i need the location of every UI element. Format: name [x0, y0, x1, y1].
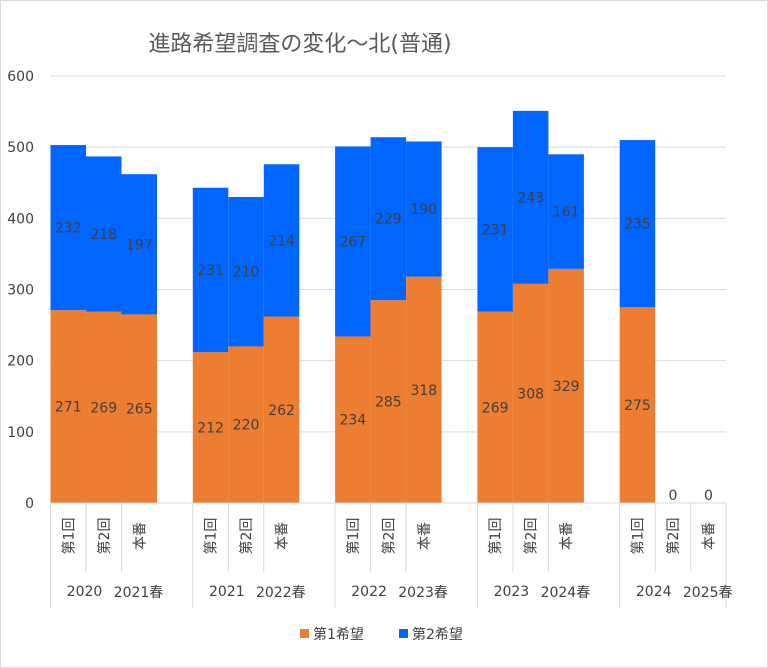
y-axis-ticks: 0 100 200 300 400 500 600 — [7, 69, 34, 512]
data-label-second: 210 — [233, 265, 260, 281]
x-category-label: 第1回 — [203, 518, 220, 555]
x-group-spring-label: 2025春 — [683, 585, 733, 601]
bar-first-choice — [619, 307, 656, 503]
data-label-first: 0 — [668, 488, 677, 504]
y-tick-label: 0 — [25, 496, 34, 512]
data-label-second: 267 — [339, 234, 366, 250]
bar-first-choice — [263, 316, 300, 503]
data-label-first: 285 — [375, 395, 402, 411]
data-label-first: 234 — [339, 413, 366, 429]
data-label-second: 197 — [126, 237, 153, 253]
x-category-label: 本番 — [701, 522, 717, 550]
bar-second-choice — [192, 187, 229, 353]
bar-second-choice — [548, 154, 584, 269]
x-axis: 第1回 第2回 本番 第1回 第2回 本番 第1回 第2回 本番 第1回 第2回 本番 第1回 第2回 本番… — [50, 502, 733, 608]
x-group-year-label: 2024 — [636, 584, 672, 600]
bar-second-choice — [335, 146, 371, 337]
x-category-label: 第1回 — [345, 518, 362, 555]
data-label-first: 271 — [55, 400, 82, 416]
x-group-spring-label: 2022春 — [256, 585, 306, 601]
legend-label: 第1希望 — [313, 626, 364, 643]
x-group-spring-label: 2023春 — [398, 585, 448, 601]
data-label-second: 214 — [268, 233, 295, 249]
x-category-label: 第1回 — [487, 518, 504, 555]
x-category-label: 本番 — [132, 522, 148, 550]
data-label-second: 231 — [482, 222, 509, 238]
bar-second-choice — [263, 164, 300, 317]
data-label-first: 318 — [410, 383, 437, 399]
bar-second-choice — [121, 174, 157, 315]
y-tick-label: 500 — [7, 140, 34, 156]
x-category-label: 第2回 — [380, 518, 397, 555]
bar-second-choice — [512, 110, 549, 284]
bar-second-choice — [86, 156, 122, 312]
x-category-label: 本番 — [559, 522, 575, 550]
bar-second-choice — [50, 145, 86, 311]
x-group-spring-label: 2021春 — [114, 585, 164, 601]
legend-label: 第2希望 — [412, 626, 463, 643]
bar-first-choice — [121, 314, 157, 503]
data-label-first: 265 — [126, 402, 153, 418]
x-category-label: 第2回 — [238, 518, 255, 555]
data-label-first: 275 — [624, 398, 651, 414]
x-category-label: 第1回 — [629, 518, 646, 555]
data-label-first: 329 — [553, 379, 580, 395]
bar-second-choice — [370, 137, 407, 301]
data-label-first: 0 — [704, 488, 713, 504]
legend-swatch — [399, 629, 408, 638]
x-group-year-label: 2020 — [67, 584, 103, 600]
legend-swatch — [300, 629, 309, 638]
data-label-first: 269 — [482, 400, 509, 416]
y-tick-label: 600 — [7, 69, 34, 85]
x-group-year-label: 2021 — [209, 584, 245, 600]
data-label-first: 308 — [517, 386, 544, 402]
legend: 第1希望 第2希望 — [300, 626, 463, 643]
bar-first-choice — [228, 346, 264, 503]
x-group-year-label: 2022 — [351, 584, 387, 600]
x-category-label: 本番 — [417, 522, 433, 550]
bar-first-choice — [477, 311, 513, 503]
x-category-label: 第2回 — [523, 518, 540, 555]
bar-second-choice — [406, 141, 442, 277]
y-tick-label: 200 — [7, 354, 34, 370]
data-label-first: 220 — [233, 418, 260, 434]
bar-second-choice — [228, 196, 264, 347]
data-label-second: 232 — [55, 221, 82, 237]
data-label-second: 218 — [90, 227, 117, 243]
x-category-label: 第1回 — [60, 518, 77, 555]
data-label-second: 161 — [553, 205, 580, 221]
bar-first-choice — [406, 276, 442, 503]
data-label-second: 235 — [624, 217, 651, 233]
y-tick-label: 300 — [7, 283, 34, 299]
data-label-first: 212 — [197, 421, 224, 437]
bar-first-choice — [512, 283, 549, 503]
data-labels: 271 232 269 218 265 197 212 231 220 210 262 214 234 2… — [55, 190, 713, 504]
bar-first-choice — [548, 268, 584, 503]
bars — [50, 110, 656, 503]
y-tick-label: 100 — [7, 425, 34, 441]
x-group-year-label: 2023 — [494, 584, 530, 600]
x-category-label: 本番 — [275, 522, 291, 550]
data-label-second: 229 — [375, 212, 402, 228]
bar-first-choice — [50, 310, 86, 503]
x-category-label: 第2回 — [96, 518, 113, 555]
bar-first-choice — [335, 336, 371, 503]
data-label-first: 269 — [90, 400, 117, 416]
y-tick-label: 400 — [7, 211, 34, 227]
bar-first-choice — [192, 352, 229, 503]
x-group-spring-label: 2024春 — [541, 585, 591, 601]
bar-second-choice — [619, 140, 656, 308]
bar-second-choice — [477, 147, 513, 312]
bar-first-choice — [86, 311, 122, 503]
data-label-second: 190 — [410, 202, 437, 218]
bar-first-choice — [370, 300, 407, 503]
data-label-first: 262 — [268, 403, 295, 419]
chart-title: 進路希望調査の変化～北(普通) — [148, 32, 451, 57]
x-category-label: 第2回 — [665, 518, 682, 555]
data-label-second: 243 — [517, 190, 544, 206]
data-label-second: 231 — [197, 263, 224, 279]
